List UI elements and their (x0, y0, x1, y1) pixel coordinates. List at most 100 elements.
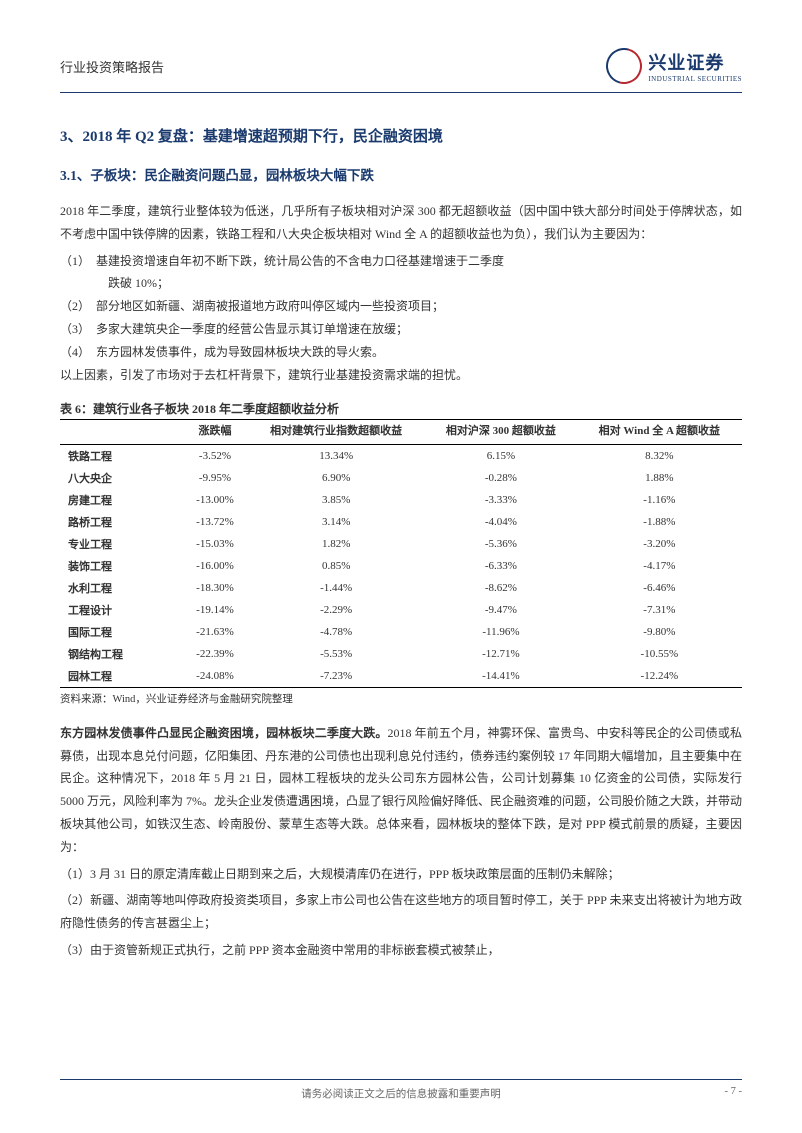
para1-item3: （3） 多家大建筑央企一季度的经营公告显示其订单增速在放缓； (60, 318, 742, 341)
excess-return-table: 涨跌幅 相对建筑行业指数超额收益 相对沪深 300 超额收益 相对 Wind 全… (60, 419, 742, 687)
table-cell: -6.33% (425, 555, 577, 577)
table-row: 园林工程-24.08%-7.23%-14.41%-12.24% (60, 665, 742, 688)
para2-bold: 东方园林发债事件凸显民企融资困境，园林板块二季度大跌。 (60, 726, 388, 740)
table-row: 专业工程-15.03%1.82%-5.36%-3.20% (60, 533, 742, 555)
table-cell: -18.30% (183, 577, 247, 599)
table-cell: -4.04% (425, 511, 577, 533)
paragraph-1: 2018 年二季度，建筑行业整体较为低迷，几乎所有子板块相对沪深 300 都无超… (60, 200, 742, 386)
table-cell: -1.16% (577, 489, 742, 511)
logo-text-block: 兴业证券 INDUSTRIAL SECURITIES (648, 49, 742, 83)
table-cell: 3.14% (247, 511, 425, 533)
logo-name-cn: 兴业证券 (648, 49, 724, 75)
header-logo: 兴业证券 INDUSTRIAL SECURITIES (606, 48, 742, 84)
table-cell: -3.33% (425, 489, 577, 511)
logo-icon (606, 48, 642, 84)
table-col-2: 相对建筑行业指数超额收益 (247, 420, 425, 444)
table-cell: -15.03% (183, 533, 247, 555)
table-cell: 1.88% (577, 467, 742, 489)
table-col-0 (60, 420, 183, 444)
para2-rest: 2018 年前五个月，神雾环保、富贵鸟、中安科等民企的公司债或私募债，出现本息兑… (60, 726, 742, 854)
table-cell: -7.23% (247, 665, 425, 688)
table-row: 八大央企-9.95%6.90%-0.28%1.88% (60, 467, 742, 489)
table-cell: -6.46% (577, 577, 742, 599)
para1-item2: （2） 部分地区如新疆、湖南被报道地方政府叫停区域内一些投资项目； (60, 295, 742, 318)
table-cell: -12.71% (425, 643, 577, 665)
table-cell: -1.88% (577, 511, 742, 533)
section-heading: 3、2018 年 Q2 复盘：基建增速超预期下行，民企融资困境 (60, 125, 742, 146)
table-col-3: 相对沪深 300 超额收益 (425, 420, 577, 444)
table-cell: -11.96% (425, 621, 577, 643)
table-row: 国际工程-21.63%-4.78%-11.96%-9.80% (60, 621, 742, 643)
table-cell: -7.31% (577, 599, 742, 621)
table-cell: -4.17% (577, 555, 742, 577)
table-cell: 0.85% (247, 555, 425, 577)
table-cell: -22.39% (183, 643, 247, 665)
table-cell: -14.41% (425, 665, 577, 688)
table-cell: 6.90% (247, 467, 425, 489)
table-row: 铁路工程-3.52%13.34%6.15%8.32% (60, 444, 742, 467)
table-cell: -13.00% (183, 489, 247, 511)
table-cell: -9.80% (577, 621, 742, 643)
para2-item1: （1）3 月 31 日的原定清库截止日期到来之后，大规模清库仍在进行，PPP 板… (60, 863, 742, 886)
footer-disclaimer: 请务必阅读正文之后的信息披露和重要声明 (301, 1086, 501, 1101)
logo-name-en: INDUSTRIAL SECURITIES (648, 75, 742, 83)
table-cell: -19.14% (183, 599, 247, 621)
table-title: 表 6：建筑行业各子板块 2018 年二季度超额收益分析 (60, 400, 742, 417)
table-cell: -2.29% (247, 599, 425, 621)
table-cell: -0.28% (425, 467, 577, 489)
table-row: 水利工程-18.30%-1.44%-8.62%-6.46% (60, 577, 742, 599)
table-source: 资料来源：Wind，兴业证券经济与金融研究院整理 (60, 691, 742, 706)
table-cell: 房建工程 (60, 489, 183, 511)
table-cell: -4.78% (247, 621, 425, 643)
table-cell: 铁路工程 (60, 444, 183, 467)
para1-item1a: （1） 基建投资增速自年初不断下跌，统计局公告的不含电力口径基建增速于二季度 (60, 250, 742, 273)
table-cell: 专业工程 (60, 533, 183, 555)
para2-item2: （2）新疆、湖南等地叫停政府投资类项目，多家上市公司也公告在这些地方的项目暂时停… (60, 889, 742, 935)
table-col-4: 相对 Wind 全 A 超额收益 (577, 420, 742, 444)
table-cell: -3.52% (183, 444, 247, 467)
table-cell: -1.44% (247, 577, 425, 599)
table-row: 装饰工程-16.00%0.85%-6.33%-4.17% (60, 555, 742, 577)
subsection-heading: 3.1、子板块：民企融资问题凸显，园林板块大幅下跌 (60, 164, 742, 184)
table-cell: -9.95% (183, 467, 247, 489)
para1-intro: 2018 年二季度，建筑行业整体较为低迷，几乎所有子板块相对沪深 300 都无超… (60, 200, 742, 246)
table-cell: -12.24% (577, 665, 742, 688)
table-cell: 1.82% (247, 533, 425, 555)
paragraph-2: 东方园林发债事件凸显民企融资困境，园林板块二季度大跌。2018 年前五个月，神雾… (60, 722, 742, 962)
para1-item4: （4） 东方园林发债事件，成为导致园林板块大跌的导火索。 (60, 341, 742, 364)
table-cell: 钢结构工程 (60, 643, 183, 665)
table-row: 房建工程-13.00%3.85%-3.33%-1.16% (60, 489, 742, 511)
para2-item3: （3）由于资管新规正式执行，之前 PPP 资本金融资中常用的非标嵌套模式被禁止， (60, 939, 742, 962)
table-col-1: 涨跌幅 (183, 420, 247, 444)
header-title: 行业投资策略报告 (60, 57, 164, 76)
table-cell: -13.72% (183, 511, 247, 533)
table-row: 钢结构工程-22.39%-5.53%-12.71%-10.55% (60, 643, 742, 665)
table-cell: 装饰工程 (60, 555, 183, 577)
table-cell: 路桥工程 (60, 511, 183, 533)
table-cell: 3.85% (247, 489, 425, 511)
table-cell: 八大央企 (60, 467, 183, 489)
table-cell: -9.47% (425, 599, 577, 621)
table-cell: 园林工程 (60, 665, 183, 688)
table-cell: -3.20% (577, 533, 742, 555)
para1-item1b: 跌破 10%； (60, 272, 742, 295)
table-cell: 8.32% (577, 444, 742, 467)
table-cell: -21.63% (183, 621, 247, 643)
page-header: 行业投资策略报告 兴业证券 INDUSTRIAL SECURITIES (60, 48, 742, 93)
table-row: 工程设计-19.14%-2.29%-9.47%-7.31% (60, 599, 742, 621)
table-cell: 13.34% (247, 444, 425, 467)
para2-main: 东方园林发债事件凸显民企融资困境，园林板块二季度大跌。2018 年前五个月，神雾… (60, 722, 742, 859)
table-cell: -10.55% (577, 643, 742, 665)
table-cell: -5.53% (247, 643, 425, 665)
page-footer: 请务必阅读正文之后的信息披露和重要声明 - 7 - (60, 1079, 742, 1097)
table-cell: 水利工程 (60, 577, 183, 599)
footer-page-number: - 7 - (725, 1086, 743, 1097)
table-row: 路桥工程-13.72%3.14%-4.04%-1.88% (60, 511, 742, 533)
table-cell: -24.08% (183, 665, 247, 688)
table-cell: -8.62% (425, 577, 577, 599)
table-cell: -16.00% (183, 555, 247, 577)
table-cell: 6.15% (425, 444, 577, 467)
table-header-row: 涨跌幅 相对建筑行业指数超额收益 相对沪深 300 超额收益 相对 Wind 全… (60, 420, 742, 444)
para1-closing: 以上因素，引发了市场对于去杠杆背景下，建筑行业基建投资需求端的担忧。 (60, 364, 742, 387)
table-cell: 工程设计 (60, 599, 183, 621)
